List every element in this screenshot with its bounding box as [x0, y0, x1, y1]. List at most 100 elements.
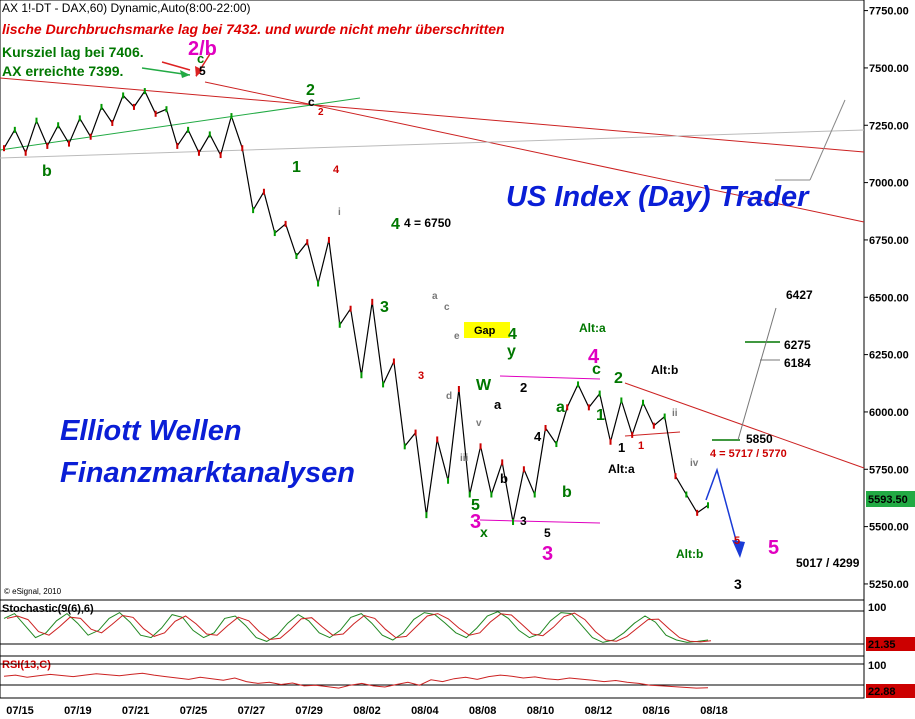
date-tick-label: 07/21	[122, 705, 150, 717]
wave-label: iv	[690, 458, 699, 469]
wave-label: 1	[292, 159, 301, 176]
future-path-1	[737, 307, 777, 441]
price-point	[165, 106, 168, 113]
wave-label: 2	[614, 370, 623, 387]
wave-label: W	[476, 377, 492, 394]
chart-title: AX 1!-DT - DAX,60) Dynamic,Auto(8:00-22:…	[2, 1, 251, 15]
price-point	[425, 512, 428, 519]
reached-arrow-head	[180, 70, 190, 78]
level-6427: 6427	[786, 288, 813, 302]
price-point	[338, 321, 341, 328]
wave-label: c	[592, 361, 601, 378]
price-tick-label: 5500.00	[869, 522, 909, 534]
rsi-tick-100: 100	[868, 660, 886, 672]
price-point	[46, 142, 49, 149]
price-point	[252, 207, 255, 214]
price-point	[306, 239, 309, 246]
price-tick-label: 6750.00	[869, 235, 909, 247]
wave-label: b	[562, 484, 572, 501]
price-point	[230, 113, 233, 120]
date-tick-label: 08/10	[527, 705, 555, 717]
price-tick-label: 7500.00	[869, 63, 909, 75]
stochastic-tick-100: 100	[868, 602, 886, 614]
price-point	[652, 422, 655, 429]
date-tick-label: 08/18	[700, 705, 728, 717]
wave-label: 4	[588, 346, 600, 368]
date-tick-label: 08/08	[469, 705, 497, 717]
gap-label: Gap	[474, 325, 496, 337]
breakout-arrow-head	[195, 66, 203, 77]
reached-note: AX erreichte 7399.	[2, 63, 123, 79]
wave-label: y	[507, 343, 516, 360]
wave-label: v	[476, 418, 482, 429]
stochastic-signal-line	[6, 612, 712, 643]
line-top-4	[499, 375, 601, 380]
price-point	[187, 126, 190, 133]
target-note: Kursziel lag bei 7406.	[2, 44, 144, 60]
price-tick-label: 6500.00	[869, 292, 909, 304]
date-tick-label: 08/04	[411, 705, 439, 717]
price-tick-label: 5750.00	[869, 464, 909, 476]
wave-label: iii	[460, 453, 469, 464]
rsi-panel-frame	[0, 655, 865, 699]
price-point	[533, 491, 536, 498]
wave-label: 3	[520, 514, 527, 528]
wave-label: c	[444, 302, 450, 313]
price-point	[555, 441, 558, 448]
breakout-note: lische Durchbruchsmarke lag bei 7432. un…	[2, 21, 505, 37]
price-point	[143, 88, 146, 95]
price-point	[566, 404, 569, 411]
price-point	[13, 126, 16, 133]
wave-label: c	[308, 95, 315, 109]
wave-label: 5	[734, 535, 740, 547]
price-point	[457, 386, 460, 393]
wave-label: Alt:a	[608, 462, 635, 476]
wave-label: a	[556, 399, 565, 416]
price-point	[349, 305, 352, 312]
wave-label: 4	[508, 326, 517, 343]
price-point	[577, 381, 580, 388]
stochastic-last-badge	[866, 637, 915, 651]
price-point	[685, 491, 688, 498]
price-axis: 7750.00 7500.00 7250.00 7000.00 6750.00 6500.…	[864, 6, 909, 591]
price-point	[707, 502, 709, 509]
wave-label: 1	[596, 407, 605, 424]
price-point	[544, 424, 547, 431]
price-point	[295, 252, 298, 259]
projection-arrow-head	[732, 540, 745, 558]
price-point	[24, 149, 27, 156]
price-point	[522, 466, 525, 473]
price-point	[587, 404, 590, 411]
wave-label: 5	[471, 497, 480, 514]
price-point	[468, 491, 471, 498]
rsi-last-badge	[866, 684, 915, 698]
level-5017-4299: 5017 / 4299	[796, 556, 860, 570]
wave-label: 5	[199, 64, 206, 78]
price-point	[67, 140, 70, 147]
wave-label: b	[500, 471, 508, 486]
wave-label: 3	[470, 511, 481, 533]
stochastic-label: Stochastic(9(6),6)	[2, 603, 94, 615]
line-alt-a	[624, 431, 681, 437]
copyright: © eSignal, 2010	[4, 587, 62, 596]
last-price-badge	[866, 491, 915, 507]
wave-label: 3	[418, 370, 424, 382]
gap-box	[464, 322, 510, 338]
wave-label-2b: 2/b	[188, 38, 217, 60]
price-point	[371, 298, 374, 305]
price-point	[620, 397, 623, 404]
price-tick-label: 6250.00	[869, 350, 909, 362]
price-point	[176, 142, 179, 149]
wave-label: 5	[768, 537, 779, 559]
brand-left-2: Finanzmarktanalysen	[60, 457, 355, 489]
price-point	[642, 399, 645, 406]
price-point	[327, 236, 330, 243]
price-tick-label: 6000.00	[869, 407, 909, 419]
price-point	[392, 358, 395, 365]
wave-label: c	[197, 51, 204, 66]
rsi-last: 22.88	[868, 686, 896, 698]
wave-label: 3	[380, 299, 389, 316]
price-point	[501, 459, 504, 466]
price-point	[598, 390, 601, 397]
